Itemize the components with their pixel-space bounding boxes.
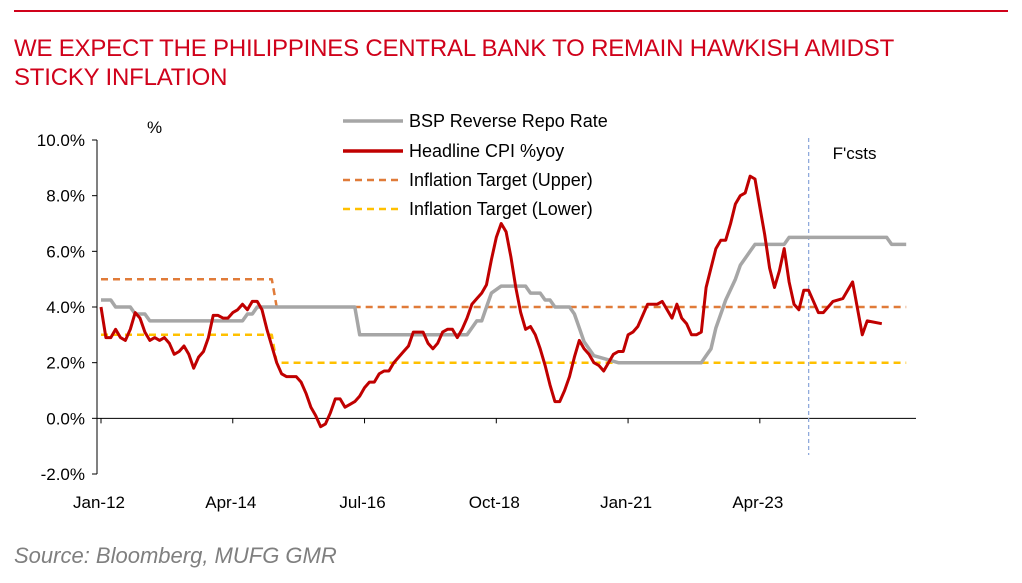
- legend-label-bsp-reverse-repo-rate: BSP Reverse Repo Rate: [409, 111, 608, 131]
- forecast-label: F'csts: [833, 144, 877, 163]
- y-tick-label: 6.0%: [46, 242, 85, 261]
- x-tick-label: Jan-21: [600, 493, 652, 512]
- series-line-inflation-target-upper: [101, 277, 907, 309]
- y-tick-label: 0.0%: [46, 409, 85, 428]
- chart-title: WE EXPECT THE PHILIPPINES CENTRAL BANK T…: [14, 34, 1014, 92]
- x-tick-label: Apr-14: [205, 493, 256, 512]
- x-tick-label: Jul-16: [339, 493, 385, 512]
- y-axis-unit-label: %: [147, 118, 162, 137]
- x-tick-label: Oct-18: [469, 493, 520, 512]
- y-tick-label: 2.0%: [46, 354, 85, 373]
- series-line-headline-cpi-yoy: [99, 174, 883, 429]
- series-line-inflation-target-lower: [101, 333, 907, 364]
- y-tick-label: 8.0%: [46, 187, 85, 206]
- chart-title-line-1: WE EXPECT THE PHILIPPINES CENTRAL BANK T…: [14, 35, 895, 62]
- x-tick-label: Jan-12: [73, 493, 125, 512]
- legend-label-inflation-target-lower: Inflation Target (Lower): [409, 199, 593, 219]
- series-line-bsp-reverse-repo-rate: [101, 235, 907, 365]
- legend-label-inflation-target-upper: Inflation Target (Upper): [409, 170, 593, 190]
- source-note: Source: Bloomberg, MUFG GMR: [14, 543, 337, 568]
- y-tick-label: 10.0%: [37, 131, 85, 150]
- x-tick-label: Apr-23: [732, 493, 783, 512]
- legend-label-headline-cpi-yoy: Headline CPI %yoy: [409, 141, 564, 161]
- y-tick-label: -2.0%: [41, 465, 85, 484]
- top-rule: [14, 10, 1008, 12]
- y-tick-label: 4.0%: [46, 298, 85, 317]
- chart-title-line-2: STICKY INFLATION: [14, 64, 228, 91]
